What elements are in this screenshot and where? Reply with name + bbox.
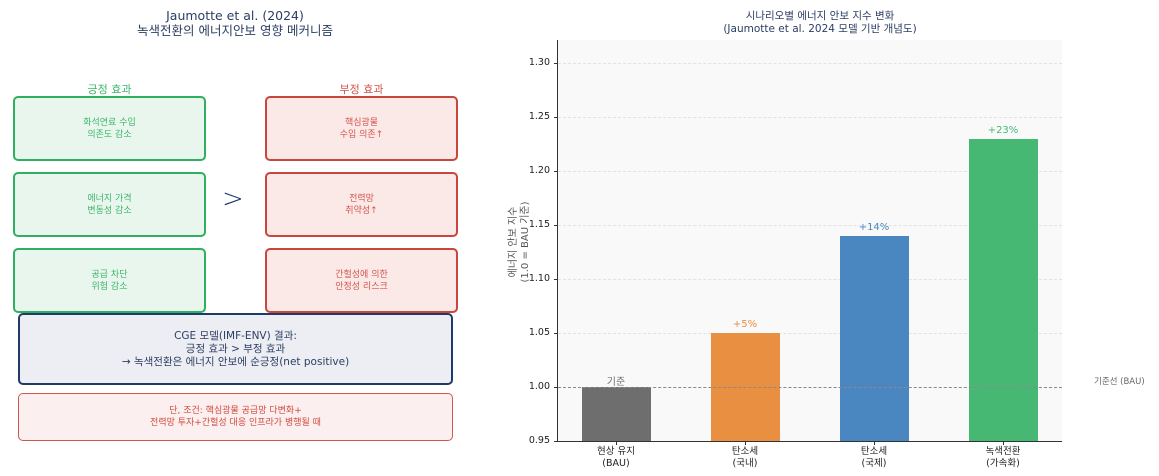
greater-than-symbol: > bbox=[222, 184, 244, 214]
y-tick-label: 1.05 bbox=[528, 327, 550, 338]
diagram-title: Jaumotte et al. (2024) 녹색전환의 에너지안보 영향 메커… bbox=[0, 8, 470, 38]
bar-value-label: 기준 bbox=[606, 377, 626, 388]
diagram-title-line1: Jaumotte et al. (2024) bbox=[166, 8, 304, 23]
gridline bbox=[558, 225, 1062, 226]
bar-value-label: +23% bbox=[987, 124, 1019, 136]
reference-line-label: 기준선 (BAU) bbox=[1094, 377, 1145, 387]
x-tick bbox=[874, 441, 875, 445]
gridline bbox=[558, 171, 1062, 172]
bar bbox=[968, 138, 1038, 441]
x-tick-label: 녹색전환 (가속화) bbox=[985, 446, 1021, 469]
y-tick-label: 0.95 bbox=[528, 435, 550, 446]
bar bbox=[581, 387, 651, 441]
x-tick bbox=[1003, 441, 1004, 445]
y-tick bbox=[554, 279, 558, 280]
x-axis-spine bbox=[557, 441, 1062, 442]
negative-effects-header: 부정 효과 bbox=[339, 83, 384, 96]
positive-effect-box: 화석연료 수입 의존도 감소 bbox=[13, 96, 206, 161]
y-tick bbox=[554, 171, 558, 172]
y-tick-label: 1.10 bbox=[528, 273, 550, 284]
x-tick bbox=[616, 441, 617, 445]
x-tick-label: 현상 유지 (BAU) bbox=[597, 446, 635, 469]
y-tick bbox=[554, 333, 558, 334]
y-tick-label: 1.20 bbox=[528, 165, 550, 176]
y-tick bbox=[554, 441, 558, 442]
y-tick bbox=[554, 117, 558, 118]
gridline bbox=[558, 63, 1062, 64]
bar-value-label: +5% bbox=[732, 319, 758, 330]
gridline bbox=[558, 333, 1062, 334]
chart-title-line1: 시나리오별 에너지 안보 지수 변화 bbox=[745, 10, 895, 22]
positive-effects-header: 긍정 효과 bbox=[87, 83, 132, 96]
x-tick bbox=[745, 441, 746, 445]
result-box: CGE 모델(IMF-ENV) 결과: 긍정 효과 > 부정 효과 → 녹색전환… bbox=[18, 313, 453, 385]
y-tick-label: 1.15 bbox=[528, 219, 550, 230]
x-tick-label: 탄소세 (국제) bbox=[860, 446, 888, 469]
positive-effect-box: 공급 차단 위험 감소 bbox=[13, 248, 206, 313]
y-tick bbox=[554, 63, 558, 64]
y-tick-label: 1.00 bbox=[528, 381, 550, 392]
y-axis-label: 에너지 안보 지수 (1.0 = BAU 기준) bbox=[508, 177, 532, 307]
y-axis-spine bbox=[557, 40, 558, 442]
x-tick-label: 탄소세 (국내) bbox=[731, 446, 759, 469]
y-tick-label: 1.25 bbox=[528, 111, 550, 122]
bar bbox=[839, 235, 909, 441]
reference-line bbox=[558, 387, 1062, 388]
diagram-title-line2: 녹색전환의 에너지안보 영향 메커니즘 bbox=[137, 23, 333, 38]
negative-effect-box: 전력망 취약성↑ bbox=[265, 172, 458, 237]
chart-title-line2: (Jaumotte et al. 2024 모델 기반 개념도) bbox=[723, 23, 917, 35]
gridline bbox=[558, 117, 1062, 118]
negative-effect-box: 핵심광물 수입 의존↑ bbox=[265, 96, 458, 161]
bar-value-label: +14% bbox=[858, 221, 890, 233]
y-tick-label: 1.30 bbox=[528, 57, 550, 68]
negative-effect-box: 간헐성에 의한 안정성 리스크 bbox=[265, 248, 458, 313]
positive-effect-box: 에너지 가격 변동성 감소 bbox=[13, 172, 206, 237]
condition-box: 단, 조건: 핵심광물 공급망 다변화+ 전력망 투자+간헐성 대응 인프라가 … bbox=[18, 393, 453, 441]
y-tick bbox=[554, 225, 558, 226]
y-tick bbox=[554, 387, 558, 388]
y-axis-label-line2: (1.0 = BAU 기준) bbox=[520, 201, 531, 283]
gridline bbox=[558, 279, 1062, 280]
chart-title: 시나리오별 에너지 안보 지수 변화 (Jaumotte et al. 2024… bbox=[480, 10, 1159, 36]
y-axis-label-line1: 에너지 안보 지수 bbox=[508, 206, 519, 278]
